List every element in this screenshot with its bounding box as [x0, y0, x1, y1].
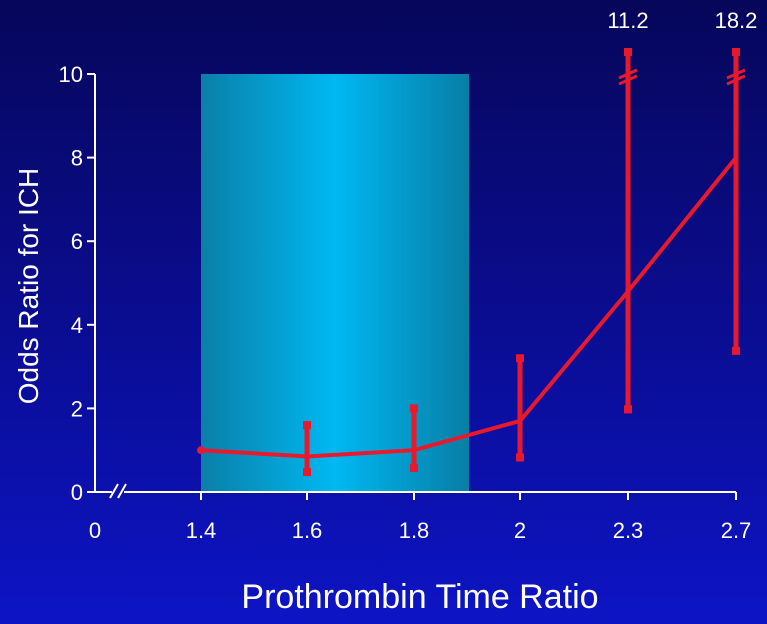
- x-tick-label: 2.3: [613, 518, 644, 543]
- error-bar-cap-high: [624, 48, 632, 56]
- error-bar-cap-low: [410, 463, 418, 472]
- error-bar-cap-low: [624, 405, 632, 414]
- error-bar-break-mark: [726, 74, 746, 86]
- error-bar-cap-high: [516, 354, 524, 363]
- y-tick-label: 10: [59, 62, 83, 87]
- error-bar-cap-low: [732, 346, 740, 355]
- x-tick-label: 2: [514, 518, 526, 543]
- y-tick-label: 0: [71, 480, 83, 505]
- series-line: [200, 156, 738, 459]
- y-tick-label: 2: [71, 396, 83, 421]
- x-tick-label: 2.7: [721, 518, 752, 543]
- error-bar-break-mark: [726, 68, 746, 80]
- ci-high-label: 18.2: [715, 8, 758, 33]
- error-bar-break-mark: [618, 74, 638, 86]
- error-bar-cap-high: [303, 421, 311, 430]
- error-bar-break-mark: [618, 68, 638, 80]
- x-tick-label: 0: [89, 518, 101, 543]
- x-tick-label: 1.6: [292, 518, 323, 543]
- y-tick-label: 8: [71, 146, 83, 171]
- y-tick-label: 4: [71, 313, 83, 338]
- x-axis-title: Prothrombin Time Ratio: [241, 578, 598, 616]
- error-bar-cap-low: [303, 468, 311, 477]
- x-tick-label: 1.4: [186, 518, 217, 543]
- x-axis-break-mark: [117, 483, 127, 499]
- x-axis-break-mark: [109, 483, 119, 499]
- ci-high-label: 11.2: [607, 8, 648, 33]
- error-bar-cap-high: [732, 48, 740, 56]
- y-axis-title: Odds Ratio for ICH: [13, 168, 44, 405]
- data-point: [197, 446, 205, 455]
- y-tick-label: 6: [71, 229, 83, 254]
- error-bar-cap-high: [410, 404, 418, 413]
- error-bar-cap-low: [516, 453, 524, 462]
- shaded-region: [201, 74, 469, 492]
- x-tick-label: 1.8: [399, 518, 430, 543]
